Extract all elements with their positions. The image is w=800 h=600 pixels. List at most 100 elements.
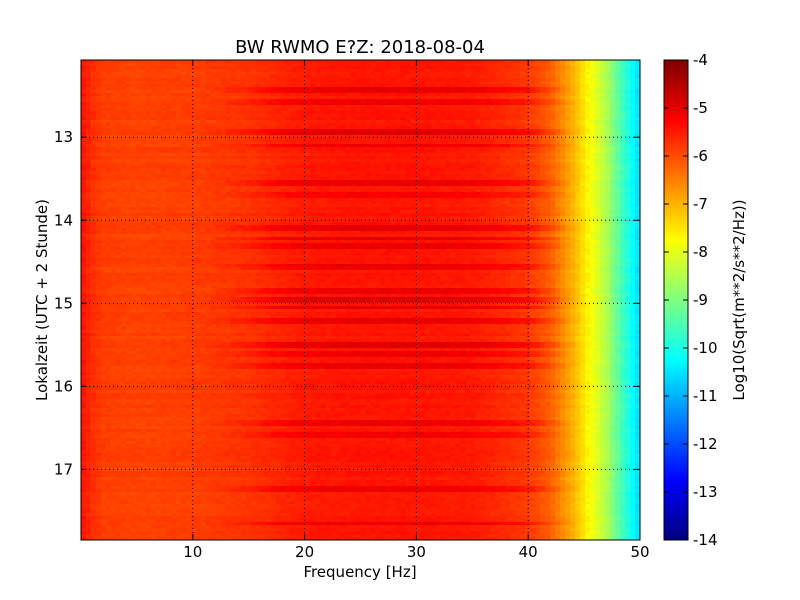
- heatmap-cell: [610, 96, 616, 100]
- heatmap-cell: [335, 105, 342, 109]
- heatmap-cell: [315, 78, 322, 82]
- heatmap-cell: [145, 90, 152, 94]
- heatmap-cell: [430, 90, 436, 94]
- heatmap-cell: [410, 66, 416, 70]
- heatmap-cell: [285, 81, 292, 85]
- heatmap-cell: [610, 138, 616, 142]
- heatmap-cell: [500, 114, 506, 118]
- heatmap-cell: [305, 84, 312, 88]
- heatmap-cell: [515, 87, 521, 91]
- heatmap-cell: [250, 87, 257, 91]
- heatmap-cell: [390, 117, 397, 121]
- heatmap-cell: [500, 63, 506, 67]
- heatmap-cell: [600, 87, 606, 91]
- heatmap-cell: [275, 102, 282, 106]
- heatmap-cell: [480, 63, 486, 67]
- heatmap-cell: [565, 132, 571, 136]
- heatmap-cell: [200, 123, 207, 127]
- heatmap-cell: [610, 93, 616, 97]
- heatmap-cell: [535, 138, 541, 142]
- heatmap-cell: [610, 117, 616, 121]
- heatmap-cell: [310, 87, 317, 91]
- heatmap-cell: [595, 114, 601, 118]
- heatmap-cell: [315, 87, 322, 91]
- heatmap-cell: [405, 123, 412, 127]
- heatmap-cell: [605, 87, 611, 91]
- heatmap-cell: [275, 105, 282, 109]
- heatmap-cell: [450, 129, 456, 133]
- heatmap-cell: [125, 108, 132, 112]
- heatmap-cell: [615, 114, 621, 118]
- heatmap-cell: [575, 87, 581, 91]
- heatmap-cell: [355, 120, 362, 124]
- heatmap-cell: [595, 60, 601, 64]
- heatmap-cell: [100, 96, 107, 100]
- heatmap-cell: [555, 75, 561, 79]
- heatmap-cell: [545, 135, 551, 139]
- heatmap-cell: [130, 102, 137, 106]
- heatmap-cell: [370, 123, 377, 127]
- heatmap-cell: [475, 96, 481, 100]
- heatmap-cell: [240, 114, 247, 118]
- heatmap-cell: [500, 72, 506, 76]
- heatmap-cell: [130, 69, 137, 73]
- heatmap-cell: [420, 63, 426, 67]
- heatmap-cell: [540, 105, 546, 109]
- heatmap-cell: [420, 111, 426, 115]
- heatmap-cell: [265, 138, 272, 142]
- heatmap-cell: [590, 81, 596, 85]
- heatmap-cell: [240, 63, 247, 67]
- heatmap-cell: [395, 108, 402, 112]
- heatmap-cell: [170, 138, 177, 142]
- heatmap-cell: [305, 105, 312, 109]
- heatmap-cell: [635, 93, 640, 97]
- heatmap-cell: [620, 117, 626, 121]
- heatmap-cell: [420, 90, 426, 94]
- heatmap-cell: [400, 87, 407, 91]
- heatmap-cell: [590, 126, 596, 130]
- heatmap-cell: [480, 120, 486, 124]
- heatmap-cell: [565, 123, 571, 127]
- heatmap-cell: [250, 132, 257, 136]
- heatmap-cell: [310, 78, 317, 82]
- heatmap-cell: [520, 129, 526, 133]
- heatmap-cell: [515, 123, 521, 127]
- heatmap-cell: [510, 93, 516, 97]
- heatmap-cell: [570, 126, 576, 130]
- heatmap-cell: [420, 126, 426, 130]
- heatmap-cell: [330, 93, 337, 97]
- heatmap-cell: [100, 105, 107, 109]
- heatmap-cell: [190, 78, 197, 82]
- heatmap-cell: [105, 96, 112, 100]
- heatmap-cell: [355, 87, 362, 91]
- heatmap-cell: [265, 78, 272, 82]
- heatmap-cell: [500, 66, 506, 70]
- heatmap-cell: [170, 69, 177, 73]
- heatmap-cell: [185, 132, 192, 136]
- heatmap-cell: [355, 135, 362, 139]
- heatmap-cell: [505, 63, 511, 67]
- heatmap-cell: [355, 108, 362, 112]
- heatmap-cell: [280, 111, 287, 115]
- heatmap-cell: [265, 105, 272, 109]
- heatmap-cell: [245, 87, 252, 91]
- heatmap-cell: [110, 75, 117, 79]
- heatmap-cell: [170, 120, 177, 124]
- heatmap-cell: [460, 87, 466, 91]
- heatmap-cell: [420, 60, 426, 64]
- heatmap-cell: [570, 60, 576, 64]
- heatmap-cell: [405, 84, 412, 88]
- heatmap-cell: [455, 123, 461, 127]
- heatmap-cell: [370, 108, 377, 112]
- heatmap-cell: [420, 78, 426, 82]
- heatmap-cell: [255, 84, 262, 88]
- heatmap-cell: [290, 93, 297, 97]
- heatmap-cell: [120, 117, 127, 121]
- heatmap-cell: [530, 117, 536, 121]
- heatmap-cell: [560, 105, 566, 109]
- heatmap-cell: [100, 60, 107, 64]
- heatmap-cell: [440, 129, 446, 133]
- heatmap-cell: [230, 111, 237, 115]
- heatmap-cell: [100, 132, 107, 136]
- heatmap-cell: [205, 105, 212, 109]
